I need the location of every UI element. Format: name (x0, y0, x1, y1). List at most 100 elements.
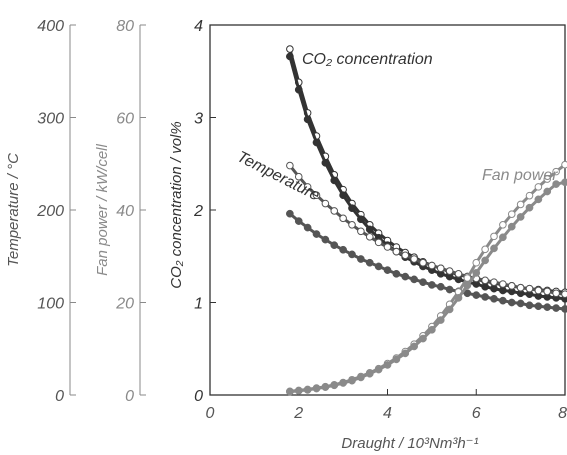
data-point (339, 379, 347, 387)
data-point (392, 355, 401, 364)
axis-x: 0 2 4 6 8 Draught / 10³Nm³h⁻¹ (206, 389, 567, 452)
series-line (289, 163, 566, 393)
temperature-tick-label: 400 (37, 18, 64, 35)
data-point (561, 178, 567, 187)
data-point (490, 244, 498, 253)
data-point (312, 138, 321, 147)
data-point (463, 281, 472, 290)
data-point (286, 52, 294, 61)
data-point (348, 376, 356, 385)
x-tick-label: 4 (383, 405, 392, 422)
data-point (463, 289, 472, 298)
data-point (516, 213, 525, 221)
series-temperature-filled (286, 209, 567, 313)
data-point (419, 334, 427, 343)
data-point (472, 269, 481, 277)
data-point (499, 296, 507, 305)
fan-power-tick-label: 20 (115, 296, 134, 313)
x-tick-label: 0 (206, 405, 215, 422)
data-point (543, 175, 552, 183)
data-point (286, 387, 294, 396)
data-point (357, 373, 365, 382)
plot-frame (209, 24, 566, 396)
data-point (516, 283, 525, 292)
data-point (410, 342, 418, 351)
data-point (339, 214, 347, 223)
data-point (286, 161, 294, 170)
data-point (392, 247, 401, 256)
data-point (534, 286, 543, 295)
data-point (525, 203, 534, 212)
data-point (410, 275, 418, 284)
plot-area (209, 24, 566, 396)
data-point (312, 384, 321, 393)
data-point (481, 245, 489, 254)
series-layer (286, 45, 567, 396)
data-point (357, 215, 365, 224)
data-point (472, 291, 481, 299)
data-point (561, 305, 567, 313)
data-point (534, 302, 543, 311)
data-point (454, 294, 463, 302)
data-point (561, 290, 567, 298)
data-point (552, 167, 560, 176)
temperature-tick-label: 200 (36, 203, 64, 220)
axis-co2-label: CO₂ concentration / vol% (168, 121, 185, 288)
axis-temperature-label: Temperature / °C (5, 153, 22, 267)
data-point (303, 386, 312, 394)
data-point (490, 232, 498, 241)
fan-power-tick-label: 0 (125, 388, 134, 405)
data-point (374, 365, 383, 374)
co2-tick-label: 1 (194, 296, 203, 313)
data-point (303, 115, 312, 124)
data-point (401, 272, 410, 281)
series-fan_power-filled (286, 178, 567, 396)
data-point (507, 210, 516, 218)
x-tick-label: 6 (472, 405, 481, 422)
data-point (339, 191, 347, 200)
data-point (481, 276, 489, 285)
data-point (330, 381, 339, 390)
annotation-temperature: Temperature (234, 148, 322, 204)
data-point (525, 191, 534, 200)
data-point (294, 217, 303, 225)
data-point (428, 281, 436, 289)
data-point (294, 172, 303, 181)
axis-fan-power-label: Fan power / kW/cell (94, 143, 111, 275)
data-point (499, 221, 507, 229)
data-point (383, 266, 392, 274)
data-point (499, 286, 507, 295)
data-point (348, 204, 356, 212)
temperature-tick-label: 0 (55, 388, 64, 405)
data-point (330, 207, 339, 215)
annotation-co2: CO₂ concentration (302, 51, 433, 68)
fan-power-tick-label: 40 (116, 203, 134, 220)
data-point (481, 293, 489, 301)
data-point (312, 230, 321, 238)
data-point (365, 369, 374, 378)
data-point (294, 386, 303, 395)
data-point (365, 225, 374, 234)
temperature-tick-label: 300 (37, 111, 64, 128)
data-point (534, 195, 543, 204)
data-point (321, 235, 330, 244)
data-point (428, 261, 436, 270)
data-point (339, 245, 347, 254)
data-point (357, 227, 365, 236)
data-point (286, 45, 294, 53)
data-point (321, 383, 330, 391)
data-point (383, 243, 392, 251)
co2-tick-label: 3 (194, 111, 203, 128)
data-point (507, 222, 516, 231)
data-point (445, 267, 454, 275)
data-point (499, 280, 507, 288)
data-point (543, 287, 552, 296)
axis-x-label: Draught / 10³Nm³h⁻¹ (341, 435, 478, 452)
data-point (445, 285, 454, 294)
data-point (286, 209, 294, 218)
data-point (321, 199, 330, 208)
data-point (552, 289, 560, 298)
data-point (321, 158, 330, 167)
data-point (516, 200, 525, 209)
data-point (543, 187, 552, 196)
